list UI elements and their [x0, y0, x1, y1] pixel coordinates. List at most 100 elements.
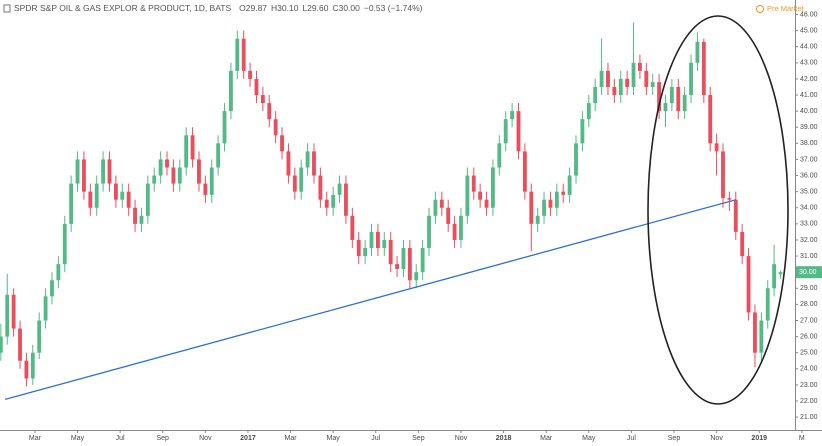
candle-body — [663, 103, 668, 112]
candle-body — [427, 215, 431, 249]
candle-body — [158, 159, 163, 176]
x-tick-label: Jul — [627, 435, 636, 442]
y-tick-label: 43.00 — [800, 60, 818, 67]
candle-body — [82, 159, 86, 192]
candle-body — [491, 167, 495, 208]
y-tick-label: 29.00 — [800, 285, 818, 292]
candle-body — [606, 70, 610, 87]
candle-body — [484, 199, 489, 208]
candle-body — [439, 199, 444, 208]
candle-body — [535, 215, 540, 224]
candle-body — [708, 95, 713, 144]
candle-body — [369, 231, 374, 249]
candle-body — [50, 280, 54, 297]
x-tick-label: May — [71, 435, 85, 442]
candle-body — [18, 328, 22, 361]
y-tick-label: 31.00 — [800, 253, 818, 260]
candle-body — [765, 288, 770, 321]
y-tick-label: 21.00 — [800, 414, 818, 421]
candle-body — [222, 111, 227, 144]
y-tick-label: 41.00 — [800, 92, 818, 99]
candle-body — [0, 336, 3, 353]
session-badge[interactable]: Pre Market — [756, 4, 805, 13]
candle-body — [740, 231, 745, 257]
candle-body — [759, 320, 764, 353]
change-value: −0.53 (−1.74%) — [364, 3, 423, 13]
x-tick-label: Mar — [285, 435, 298, 442]
candle-body — [375, 231, 380, 249]
candle-body — [305, 151, 310, 168]
y-tick-label: 22.00 — [800, 398, 818, 405]
candle-body — [714, 143, 719, 152]
x-tick-label: Jul — [116, 435, 125, 442]
candle-body — [184, 135, 189, 168]
candle-body — [37, 320, 42, 353]
candle-body — [120, 191, 125, 200]
y-tick-label: 42.00 — [800, 76, 818, 83]
candle-body — [676, 86, 681, 112]
candle-body — [593, 86, 598, 104]
legend-header: SPDR S&P OIL & GAS EXPLOR & PRODUCT, 1D,… — [3, 3, 423, 13]
candle-body — [459, 215, 463, 240]
candle-body — [324, 199, 329, 208]
candle-body — [30, 352, 35, 379]
x-tick-label: May — [327, 435, 341, 442]
x-tick-label: Jul — [371, 435, 380, 442]
candle-body — [209, 167, 214, 195]
last-price-box — [796, 266, 822, 279]
candle-body — [433, 199, 438, 216]
candle-body — [248, 70, 253, 79]
candle-body — [177, 167, 182, 184]
candle-body — [382, 239, 387, 249]
candle-body — [689, 62, 693, 96]
candle-body — [171, 167, 176, 184]
y-tick-label: 23.00 — [800, 382, 818, 389]
candle-body — [510, 111, 515, 120]
candle-body — [62, 223, 67, 265]
x-tick-label: Sep — [668, 435, 681, 442]
candle-body — [331, 194, 336, 208]
candle-body — [478, 191, 483, 200]
candle-body — [548, 199, 553, 208]
candle-body — [452, 223, 457, 240]
low-value: L29.60 — [302, 3, 328, 13]
candle-body — [407, 248, 412, 281]
candle-body — [267, 103, 272, 120]
candle-body — [235, 38, 240, 71]
y-tick-label: 35.00 — [800, 188, 818, 195]
x-tick-label: 2018 — [496, 435, 512, 442]
candle-body — [753, 312, 757, 353]
candle-body — [344, 183, 348, 216]
last-price-label: 30.00 — [799, 269, 817, 276]
session-icon — [756, 5, 764, 13]
candle-body — [733, 199, 738, 232]
candle-body — [107, 159, 112, 184]
candle-body — [778, 272, 783, 275]
candle-body — [625, 78, 630, 87]
candle-body — [286, 151, 291, 176]
high-value: H30.10 — [271, 3, 299, 13]
candle-body — [260, 95, 265, 104]
candle-body — [388, 239, 393, 265]
candle-body — [650, 82, 655, 87]
candle-body — [350, 215, 355, 240]
candle-body — [216, 143, 221, 168]
y-tick-label: 39.00 — [800, 124, 818, 131]
candle-body — [126, 191, 131, 208]
y-tick-label: 32.00 — [800, 237, 818, 244]
candle-body — [152, 175, 157, 184]
y-tick-label: 40.00 — [800, 108, 818, 115]
candle-body — [401, 248, 406, 269]
x-tick-label: 2017 — [240, 435, 256, 442]
y-tick-label: 36.00 — [800, 172, 818, 179]
y-tick-label: 27.00 — [800, 317, 818, 324]
y-tick-label: 37.00 — [800, 156, 818, 163]
candle-body — [228, 70, 233, 112]
candle-body — [5, 294, 10, 337]
y-tick-label: 45.00 — [800, 27, 818, 34]
candle-body — [695, 41, 700, 63]
y-tick-label: 44.00 — [800, 44, 818, 51]
y-tick-label: 34.00 — [800, 205, 818, 212]
x-tick-label: Nov — [710, 435, 723, 442]
